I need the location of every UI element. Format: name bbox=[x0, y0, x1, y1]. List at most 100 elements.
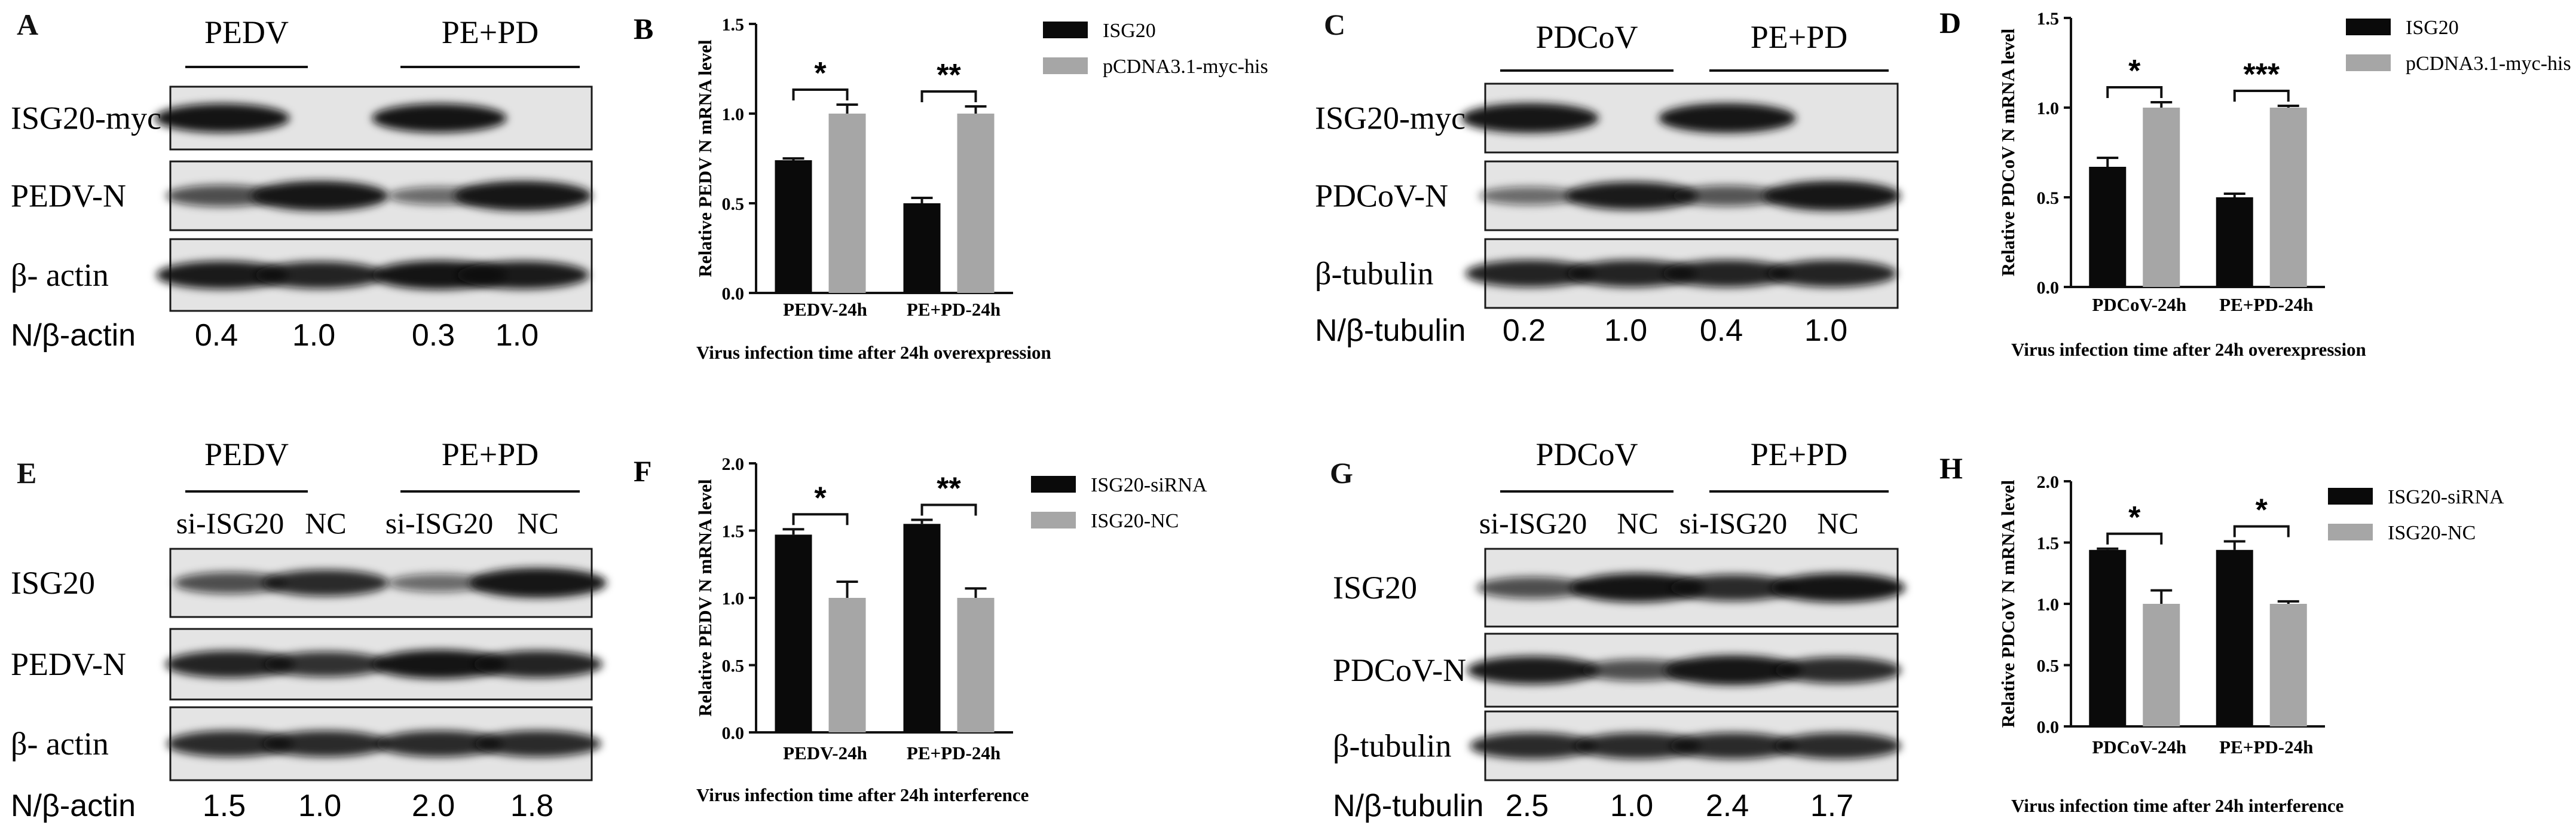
lane-label: si-ISG20 bbox=[1679, 506, 1788, 540]
legend-label: pCDNA3.1-myc-his bbox=[2406, 53, 2571, 75]
ratio-value: 1.5 bbox=[203, 789, 246, 823]
significance-bracket bbox=[920, 90, 977, 102]
panel-letter: H bbox=[1939, 451, 1963, 485]
ratio-label: N/β-actin bbox=[11, 318, 136, 353]
y-tick-label: 1.5 bbox=[2037, 534, 2060, 554]
lane-label: NC bbox=[1817, 506, 1858, 540]
blot-row-label: PDCoV-N bbox=[1315, 178, 1448, 214]
blot-row-label: ISG20 bbox=[1333, 570, 1417, 606]
panel-letter: F bbox=[634, 454, 652, 488]
lane-label: si-ISG20 bbox=[1479, 506, 1587, 540]
y-tick-label: 2.0 bbox=[722, 454, 745, 474]
ratio-value: 1.8 bbox=[510, 789, 553, 823]
bar bbox=[957, 114, 995, 293]
bar-chart-f: F 0.0 0.5 1.0 1.5 2.0 Relative PEDV N mRNA lev… bbox=[634, 454, 1207, 805]
ratio-value: 1.0 bbox=[298, 789, 341, 823]
y-tick-label: 2.0 bbox=[2037, 472, 2060, 492]
ratio-value: 1.0 bbox=[1604, 313, 1647, 348]
panel-letter: E bbox=[17, 456, 36, 490]
lane-label: si-ISG20 bbox=[176, 506, 284, 540]
y-tick-label: 1.0 bbox=[2037, 99, 2060, 118]
blot-band bbox=[372, 649, 507, 679]
ratio-value: 2.0 bbox=[412, 789, 455, 823]
group-label: PDCoV bbox=[1535, 19, 1638, 55]
blot-band bbox=[1662, 259, 1792, 288]
blot-panel-g: G PDCoV PE+PD si-ISG20 NC si-ISG20 NC ISG20 PDCo… bbox=[1330, 436, 1905, 823]
y-tick-label: 0.5 bbox=[722, 656, 745, 676]
panel-letter: A bbox=[17, 8, 38, 41]
legend-label: ISG20 bbox=[2406, 17, 2459, 39]
significance-bracket bbox=[920, 503, 977, 516]
bar bbox=[957, 598, 995, 732]
group-label: PEDV bbox=[204, 14, 289, 50]
bar bbox=[775, 160, 812, 293]
ratio-value: 1.7 bbox=[1810, 789, 1853, 823]
blot-band bbox=[1574, 732, 1701, 759]
group-label: PDCoV bbox=[1535, 436, 1638, 472]
bar bbox=[2089, 549, 2127, 726]
y-tick-label: 1.5 bbox=[2037, 9, 2060, 29]
blot-band bbox=[469, 568, 607, 598]
significance-bracket bbox=[2233, 525, 2290, 537]
blot-row-label: PEDV-N bbox=[11, 646, 126, 682]
legend-label: ISG20-NC bbox=[2388, 522, 2476, 544]
blot-row-label: ISG20 bbox=[11, 565, 95, 601]
y-tick-label: 1.0 bbox=[2037, 595, 2060, 615]
blot-row-label: β-tubulin bbox=[1333, 728, 1451, 764]
bar-chart-d: D 0.0 0.5 1.0 1.5 Relative PDCoV N mRNA level… bbox=[1939, 6, 2571, 360]
y-tick-label: 0.5 bbox=[2037, 656, 2060, 676]
significance-marker: * bbox=[814, 56, 827, 91]
lane-label: NC bbox=[305, 506, 346, 540]
significance-marker: * bbox=[2256, 493, 2268, 527]
y-tick-label: 1.0 bbox=[722, 105, 745, 124]
ratio-value: 0.2 bbox=[1503, 313, 1546, 348]
bar-chart-b: B 0.0 0.5 1.0 1.5 Relative PEDV N mRNA level P… bbox=[634, 12, 1268, 363]
blot-band bbox=[1672, 185, 1783, 206]
y-tick-label: 0.5 bbox=[722, 194, 745, 214]
significance-marker: *** bbox=[2243, 57, 2280, 92]
y-axis-label: Relative PEDV N mRNA level bbox=[695, 479, 715, 717]
legend-swatch bbox=[1043, 22, 1088, 38]
significance-marker: * bbox=[2128, 500, 2141, 535]
blot-band bbox=[388, 573, 491, 592]
blot-row-label: ISG20-myc bbox=[11, 100, 161, 136]
blot-band bbox=[473, 650, 603, 678]
bar bbox=[2143, 604, 2180, 726]
group-label: PE+PD bbox=[1751, 19, 1848, 55]
significance-marker: * bbox=[2128, 54, 2141, 88]
x-axis-label: Virus infection time after 24h overexpre… bbox=[696, 342, 1051, 363]
blot-band bbox=[457, 261, 589, 289]
blot-band bbox=[1565, 182, 1698, 210]
group-label: PE+PD bbox=[1751, 436, 1848, 472]
legend-swatch bbox=[2328, 488, 2373, 505]
category-label: PE+PD-24h bbox=[2219, 737, 2313, 757]
category-label: PDCoV-24h bbox=[2092, 737, 2186, 757]
y-tick-label: 1.5 bbox=[722, 522, 745, 542]
ratio-value: 0.3 bbox=[412, 318, 455, 353]
bar bbox=[2216, 197, 2253, 287]
blot-band bbox=[167, 731, 293, 757]
blot-row-label: β-tubulin bbox=[1315, 256, 1433, 292]
panel-letter: G bbox=[1330, 456, 1353, 490]
blot-band bbox=[262, 570, 389, 596]
ratio-value: 1.0 bbox=[1804, 313, 1847, 348]
bar bbox=[2269, 108, 2307, 287]
blot-row-label: PDCoV-N bbox=[1333, 652, 1466, 688]
bar bbox=[903, 524, 941, 732]
category-label: PE+PD-24h bbox=[907, 743, 1001, 763]
blot-band bbox=[1570, 573, 1705, 603]
blot-band bbox=[1567, 259, 1697, 288]
blot-band bbox=[1467, 656, 1599, 685]
y-tick-label: 1.0 bbox=[722, 589, 745, 609]
legend-label: pCDNA3.1-myc-his bbox=[1103, 56, 1268, 78]
group-label: PEDV bbox=[204, 436, 289, 472]
y-tick-label: 0.0 bbox=[722, 723, 745, 743]
category-label: PEDV-24h bbox=[783, 743, 867, 763]
ratio-label: N/β-tubulin bbox=[1315, 313, 1466, 348]
lane-label: si-ISG20 bbox=[386, 506, 494, 540]
ratio-value: 0.4 bbox=[1700, 313, 1743, 348]
blot-band bbox=[1476, 576, 1590, 599]
blot-band bbox=[262, 731, 389, 757]
ratio-label: N/β-actin bbox=[11, 789, 136, 823]
significance-bracket bbox=[2106, 86, 2163, 98]
